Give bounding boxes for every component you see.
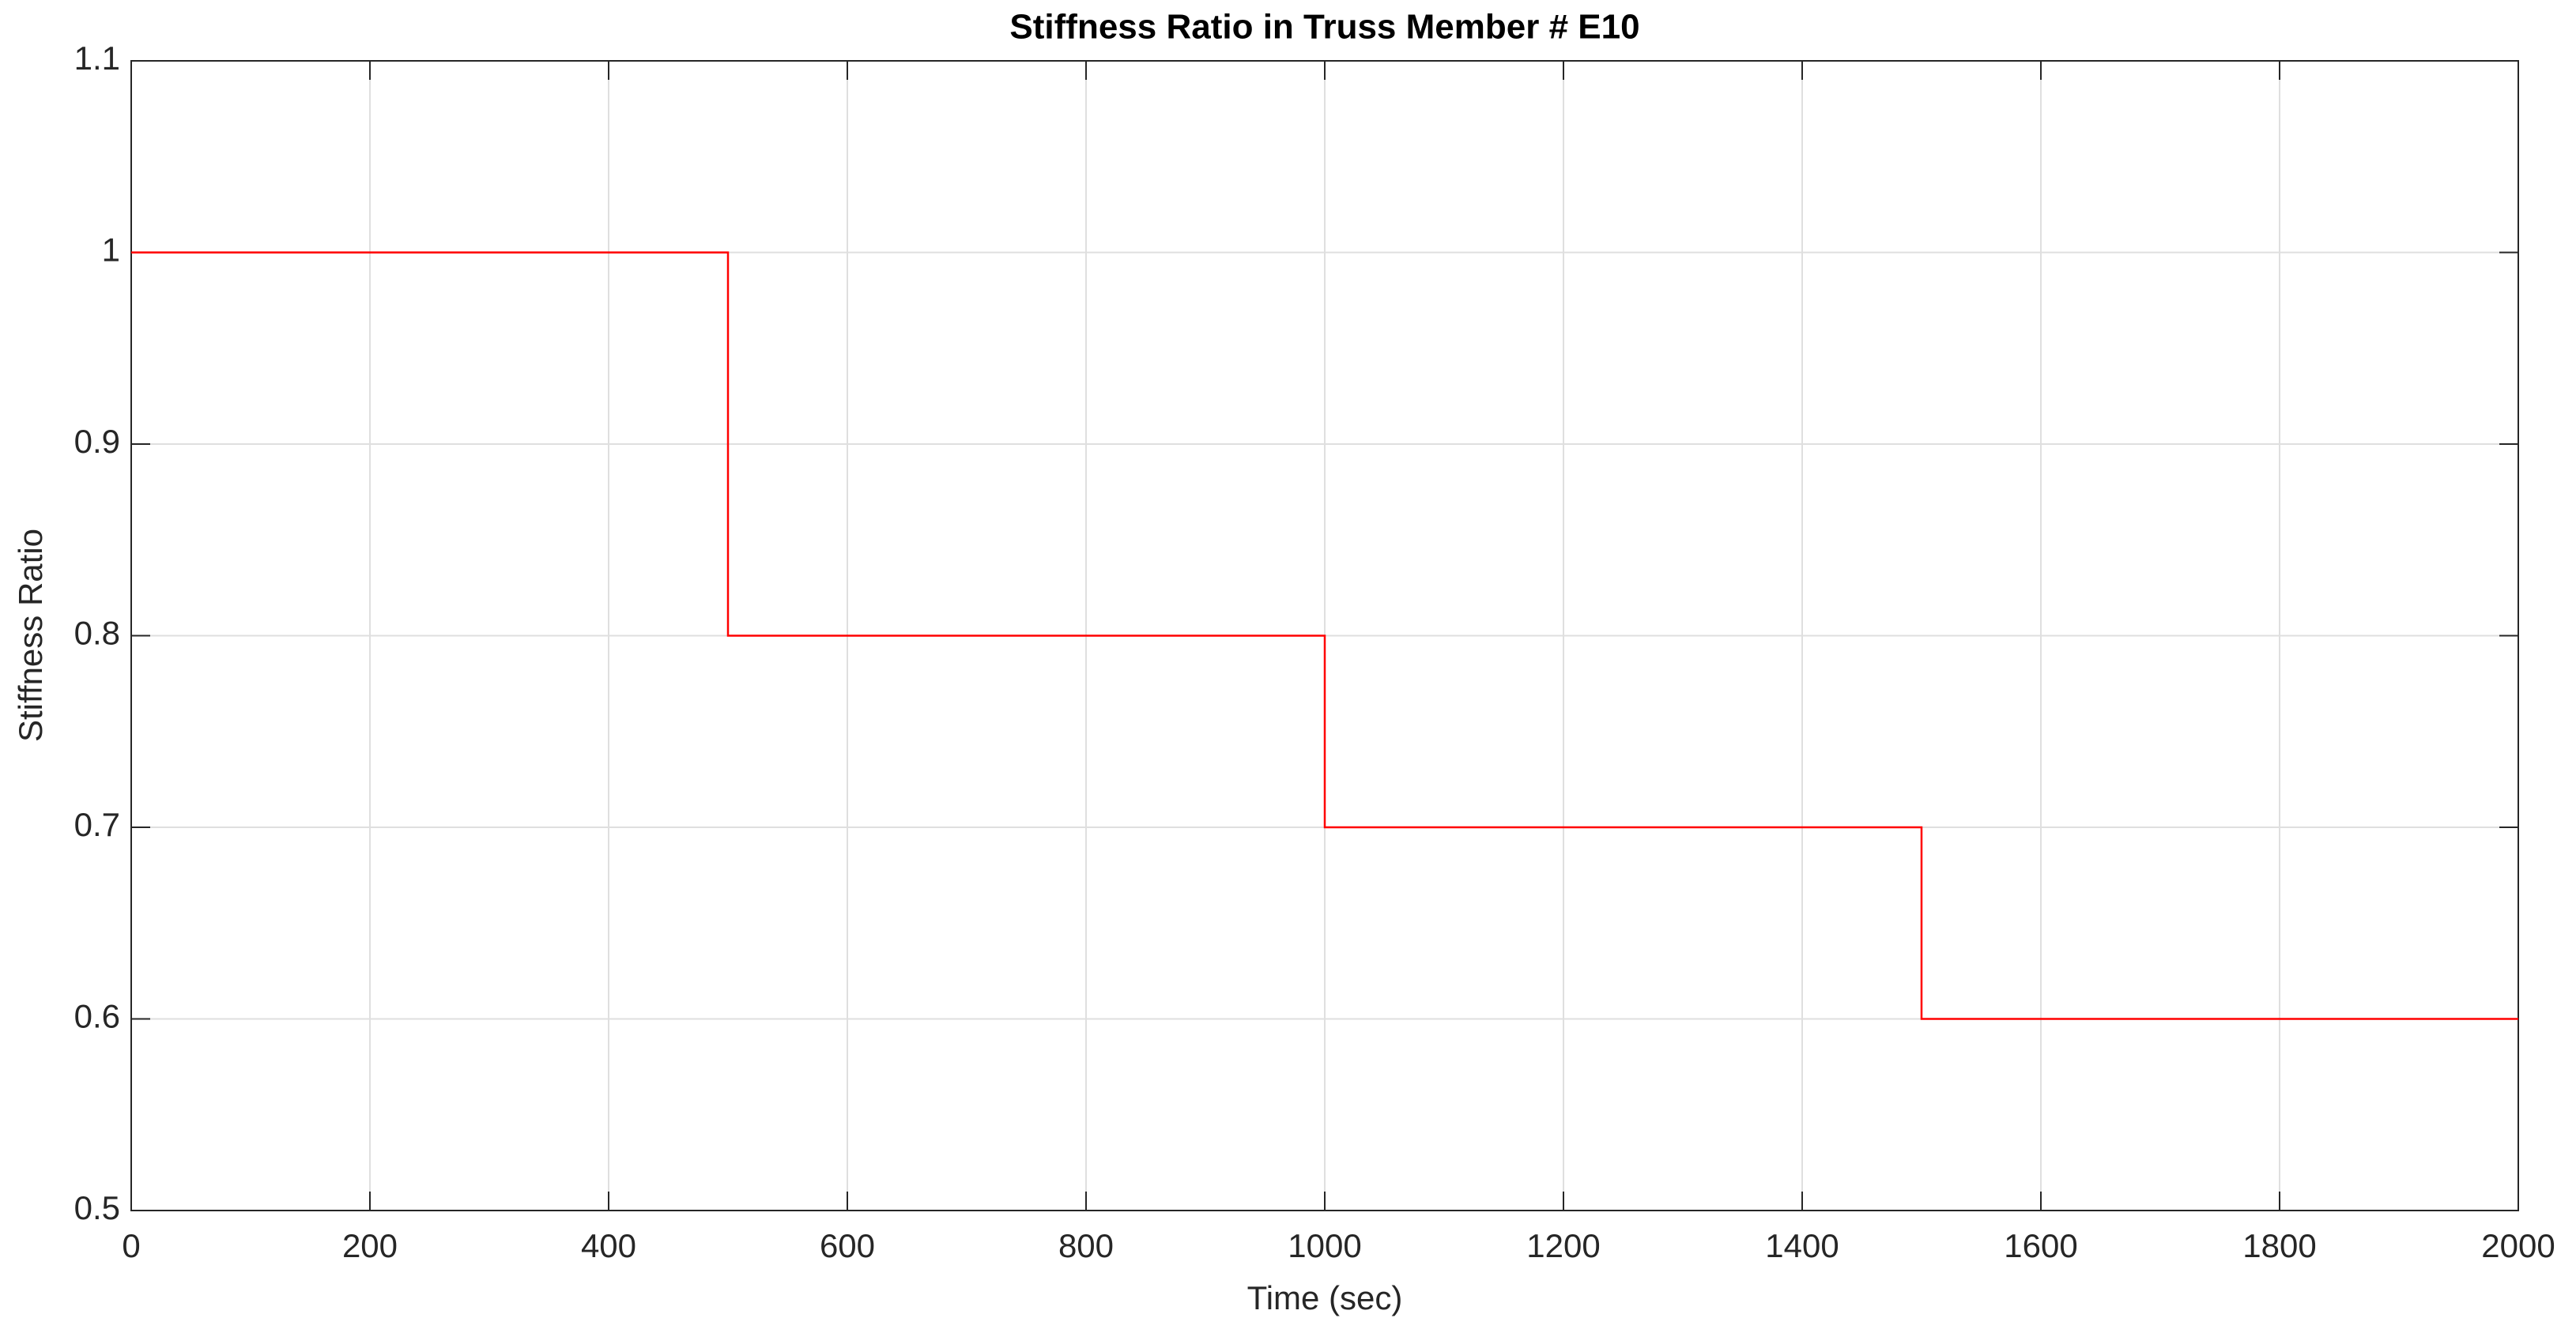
y-tick-label: 0.9 (74, 423, 120, 460)
y-tick-label: 1 (102, 232, 120, 269)
x-tick-label: 1000 (1288, 1227, 1361, 1264)
y-tick-label: 0.8 (74, 615, 120, 652)
line-series (131, 251, 2518, 1020)
x-tick-label: 1600 (2004, 1227, 2077, 1264)
y-tick-label: 0.6 (74, 998, 120, 1035)
x-tick-label: 800 (1058, 1227, 1114, 1264)
x-tick-label: 1800 (2242, 1227, 2316, 1264)
x-tick-label: 0 (122, 1227, 140, 1264)
y-tick-label: 0.7 (74, 806, 120, 843)
x-tick-label: 1400 (1765, 1227, 1839, 1264)
x-tick-label: 2000 (2481, 1227, 2555, 1264)
chart-title: Stiffness Ratio in Truss Member # E10 (1009, 8, 1639, 47)
y-tick-label: 0.5 (74, 1189, 120, 1226)
y-tick-label: 1.1 (74, 40, 120, 77)
x-axis-label: Time (sec) (1247, 1279, 1403, 1316)
y-axis-label: Stiffness Ratio (12, 529, 49, 742)
plot-frame (130, 60, 2519, 1211)
x-tick-label: 1200 (1526, 1227, 1600, 1264)
x-tick-label: 400 (581, 1227, 636, 1264)
x-tick-label: 200 (342, 1227, 398, 1264)
x-tick-label: 600 (820, 1227, 875, 1264)
